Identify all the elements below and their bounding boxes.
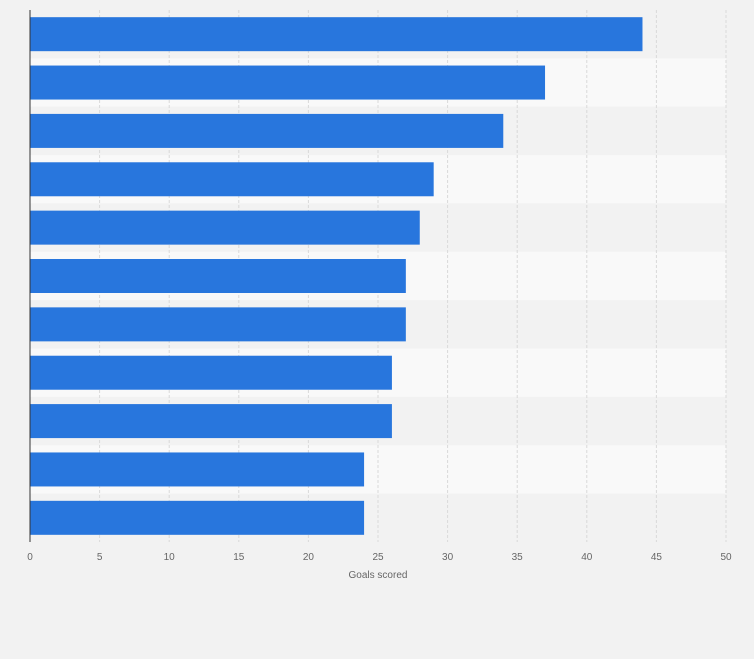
x-tick-label: 40 <box>581 552 593 563</box>
bar[interactable] <box>30 210 420 245</box>
bar[interactable] <box>30 162 434 197</box>
bar[interactable] <box>30 113 504 148</box>
x-axis-title: Goals scored <box>349 570 408 581</box>
x-tick-label: 45 <box>651 552 663 563</box>
x-tick-labels: 0 5 10 15 20 25 30 35 40 45 50 <box>27 552 732 563</box>
x-tick-label: 10 <box>164 552 176 563</box>
x-tick-label: 50 <box>720 552 732 563</box>
bar[interactable] <box>30 355 392 390</box>
bar[interactable] <box>30 404 392 439</box>
x-tick-label: 20 <box>303 552 315 563</box>
x-tick-label: 30 <box>442 552 454 563</box>
x-tick-label: 35 <box>512 552 524 563</box>
x-tick-label: 0 <box>27 552 33 563</box>
bar[interactable] <box>30 17 643 52</box>
bar[interactable] <box>30 307 406 342</box>
x-tick-label: 25 <box>372 552 384 563</box>
bars <box>30 17 643 535</box>
bar[interactable] <box>30 259 406 293</box>
bar[interactable] <box>30 500 365 535</box>
x-tick-label: 15 <box>233 552 245 563</box>
x-tick-label: 5 <box>97 552 103 563</box>
bar[interactable] <box>30 452 365 487</box>
bar[interactable] <box>30 65 546 100</box>
